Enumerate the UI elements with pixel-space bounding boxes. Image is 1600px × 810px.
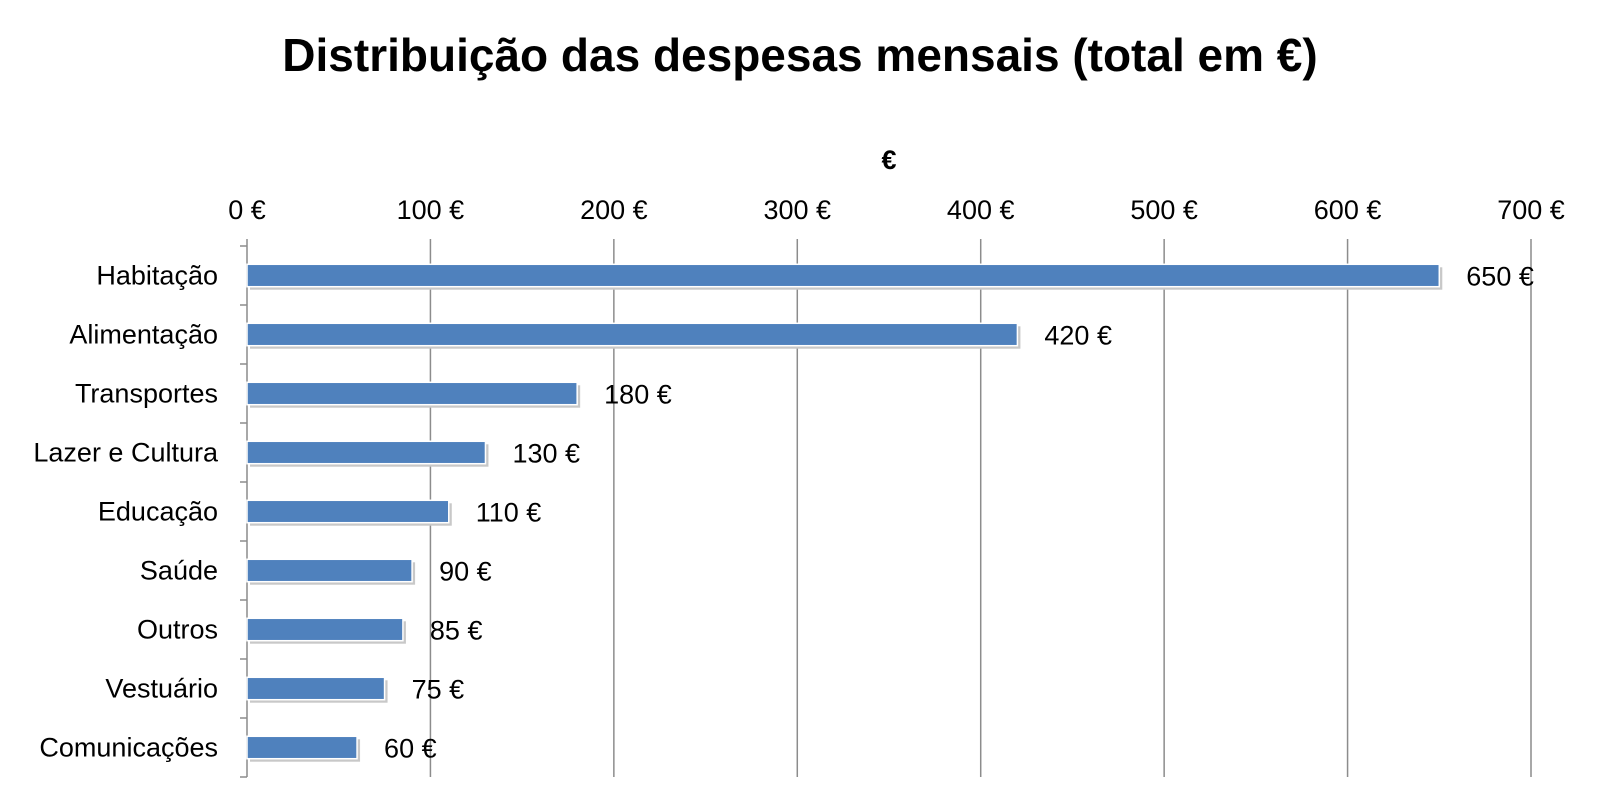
bar	[246, 735, 358, 760]
category-label: Educação	[98, 497, 218, 527]
chart-title: Distribuição das despesas mensais (total…	[282, 29, 1318, 81]
bar	[246, 499, 450, 524]
x-tick-label: 200 €	[580, 195, 648, 225]
data-label: 85 €	[430, 616, 483, 646]
data-label: 110 €	[476, 498, 542, 528]
x-tick-label: 300 €	[763, 195, 831, 225]
data-label: 180 €	[604, 380, 672, 410]
x-tick-label: 0 €	[228, 195, 266, 225]
bar	[246, 558, 413, 583]
data-label: 75 €	[412, 675, 465, 705]
bar	[246, 676, 386, 701]
data-label: 650 €	[1466, 262, 1534, 292]
bar	[246, 263, 1441, 288]
bar	[246, 322, 1019, 347]
x-tick-label: 600 €	[1314, 195, 1382, 225]
category-label: Outros	[137, 615, 218, 645]
x-tick-label: 100 €	[397, 195, 465, 225]
bar	[246, 617, 404, 642]
category-label: Habitação	[96, 261, 218, 291]
category-label: Vestuário	[105, 674, 218, 704]
category-label: Lazer e Cultura	[33, 438, 219, 468]
x-tick-label: 400 €	[947, 195, 1015, 225]
data-label: 90 €	[439, 557, 492, 587]
data-label: 420 €	[1044, 321, 1112, 351]
data-label: 60 €	[384, 734, 437, 764]
x-tick-label: 500 €	[1130, 195, 1198, 225]
category-label: Comunicações	[39, 733, 218, 763]
category-label: Alimentação	[69, 320, 218, 350]
data-label: 130 €	[512, 439, 580, 469]
bar	[246, 381, 578, 406]
bar	[246, 440, 487, 465]
category-label: Saúde	[140, 556, 218, 586]
x-tick-label: 700 €	[1497, 195, 1565, 225]
x-axis-title: €	[881, 145, 896, 175]
category-label: Transportes	[75, 379, 218, 409]
